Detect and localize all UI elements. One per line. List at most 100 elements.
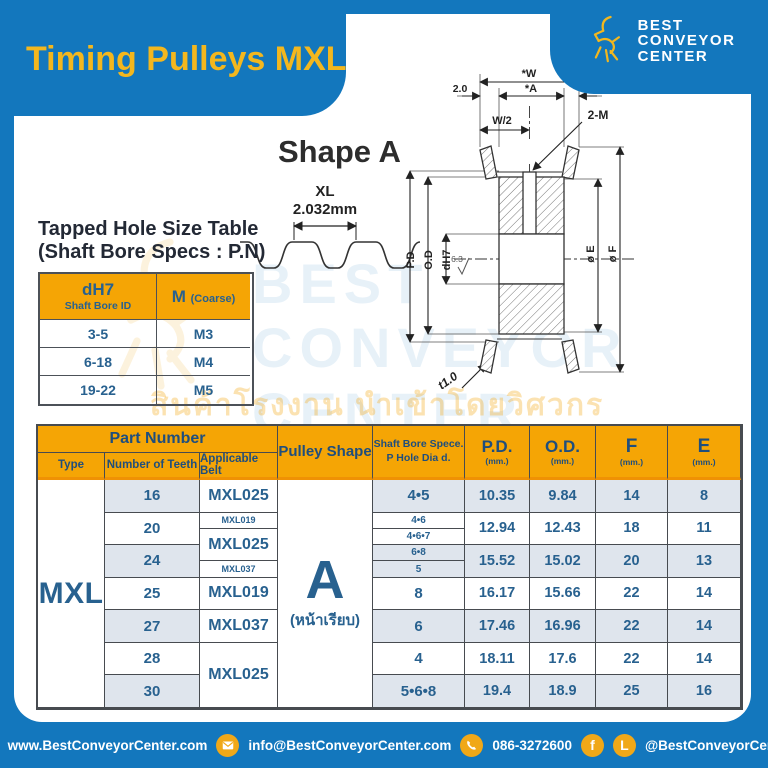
pd-cell: 19.4: [465, 675, 530, 708]
tapped-row-bore: 19-22: [40, 376, 157, 404]
od-header: O.D.: [545, 436, 580, 456]
contact-footer: www.BestConveyorCenter.com info@BestConv…: [0, 722, 768, 768]
dim-flange-thickness-label: t1.0: [435, 369, 460, 393]
bore-cell: 6•8: [373, 545, 465, 562]
dim-bore-label: dH7: [441, 250, 453, 271]
teeth-cell: 28: [105, 642, 200, 676]
od-cell: 12.43: [530, 512, 596, 546]
od-cell: 18.9: [530, 675, 596, 708]
footer-email: info@BestConveyorCenter.com: [248, 737, 452, 753]
tapped-table-subtitle: (Shaft Bore Specs : P.N): [38, 241, 266, 263]
e-cell: 14: [668, 577, 741, 611]
teeth-cell: 27: [105, 610, 200, 643]
pd-cell: 18.11: [465, 642, 530, 676]
bore-header-line2: P Hole Dia d.: [386, 451, 451, 464]
tapped-table-heading: Tapped Hole Size Table (Shaft Bore Specs…: [38, 218, 265, 264]
shape-letter: A: [305, 549, 345, 610]
belt-cell: MXL025: [200, 480, 278, 513]
teeth-cell: 25: [105, 577, 200, 611]
facebook-icon: f: [580, 733, 604, 757]
teeth-cell: 16: [105, 480, 200, 513]
tapped-row-bore: 3-5: [40, 320, 157, 348]
belt-cell: MXL037: [200, 610, 278, 643]
type-cell: MXL: [38, 480, 105, 708]
m-coarse: (Coarse): [190, 293, 236, 305]
brand-line: CONVEYOR: [637, 32, 736, 50]
mail-icon: [216, 733, 240, 757]
goat-logo-icon: [593, 15, 620, 63]
col-header-f: F (mm.): [596, 426, 668, 480]
od-cell: 15.66: [530, 577, 596, 611]
teeth-cell: 30: [105, 675, 200, 708]
shape-a-title: Shape A: [278, 134, 401, 169]
col-header-number-of-teeth: Number of Teeth: [105, 453, 200, 480]
dim-tapped-label: 2-M: [588, 108, 609, 122]
col-header-type: Type: [38, 453, 105, 480]
bore-cell: 5•6•8: [373, 675, 465, 708]
phone-icon: [460, 733, 484, 757]
bore-cell: 6: [373, 610, 465, 643]
tooth-profile-drawing: XL 2.032mm: [240, 183, 421, 269]
brand-name: BEST CONVEYOR CENTER: [638, 18, 736, 64]
col-header-pulley-shape: Pulley Shape: [278, 426, 373, 480]
tapped-col-header-bore: dH7 Shaft Bore ID: [40, 274, 157, 320]
pd-cell: 17.46: [465, 610, 530, 643]
f-cell: 22: [596, 642, 668, 676]
tapped-row-m: M5: [193, 382, 214, 398]
tooth-pitch-code: XL: [315, 183, 334, 200]
e-cell: 8: [668, 480, 741, 513]
bore-header-line1: Shaft Bore Spece.: [373, 438, 464, 451]
col-header-part-number: Part Number: [38, 426, 278, 453]
tapped-row-bore: 6-18: [40, 348, 157, 376]
e-header: E: [697, 435, 711, 457]
line-icon: L: [612, 733, 636, 757]
f-cell: 25: [596, 675, 668, 708]
tapped-table-title: Tapped Hole Size Table: [38, 218, 259, 240]
belt-cell: MXL019: [200, 577, 278, 611]
col-header-applicable-belt: Applicable Belt: [200, 453, 278, 480]
tapped-header-m-label: M (Coarse): [172, 288, 236, 305]
footer-website: www.BestConveyorCenter.com: [7, 737, 208, 753]
shape-note-thai: (หน้าเรียบ): [289, 612, 361, 630]
bore-cell: 4•6•7: [373, 528, 465, 546]
spec-table: Part Number Type Number of Teeth Applica…: [36, 424, 743, 710]
tapped-row-m: M4: [157, 348, 250, 376]
belt-cell: MXL019: [200, 512, 278, 529]
f-cell: 14: [596, 480, 668, 513]
belt-cell: MXL037: [200, 561, 278, 578]
e-cell: 13: [668, 545, 741, 578]
pd-unit: (mm.): [485, 455, 509, 466]
bore-cell: 8: [373, 577, 465, 611]
od-cell: 17.6: [530, 642, 596, 676]
footer-social-handle: @BestConveyorCenter: [644, 737, 768, 753]
f-cell: 22: [596, 610, 668, 643]
bore-cell: 4: [373, 642, 465, 676]
pd-cell: 16.17: [465, 577, 530, 611]
brand-logo: BEST CONVEYOR CENTER: [550, 0, 768, 94]
e-unit: (mm.): [692, 456, 716, 467]
e-cell: 14: [668, 610, 741, 643]
pulley-section-drawing: *W *A 2.0 2.0 W/2 2-M P.D O.D dH7 6.3 ø …: [405, 68, 634, 393]
e-cell: 11: [668, 512, 741, 546]
tapped-header-dh7: dH7: [81, 280, 115, 299]
dim-left-margin: 2.0: [453, 83, 468, 95]
col-header-pd: P.D. (mm.): [465, 426, 530, 480]
belt-cell: MXL025: [200, 528, 278, 562]
dim-od-label: O.D: [423, 250, 435, 270]
f-cell: 18: [596, 512, 668, 546]
tapped-row-m: M3: [157, 320, 250, 348]
od-cell: 16.96: [530, 610, 596, 643]
brand-line: BEST: [637, 17, 684, 34]
f-cell: 20: [596, 545, 668, 578]
dim-a-label: *A: [525, 83, 537, 95]
teeth-cell: 20: [105, 512, 200, 546]
pd-cell: 15.52: [465, 545, 530, 578]
dim-e-label: ø E: [585, 245, 597, 262]
tapped-header-shaft-bore-id: Shaft Bore ID: [64, 300, 132, 312]
roughness-value: 6.3: [451, 254, 463, 264]
belt-cell: MXL025: [200, 642, 278, 708]
footer-phone: 086-3272600: [492, 737, 572, 753]
pulley-shape-cell: A (หน้าเรียบ): [278, 480, 373, 708]
f-unit: (mm.): [619, 456, 644, 467]
f-cell: 22: [596, 577, 668, 611]
